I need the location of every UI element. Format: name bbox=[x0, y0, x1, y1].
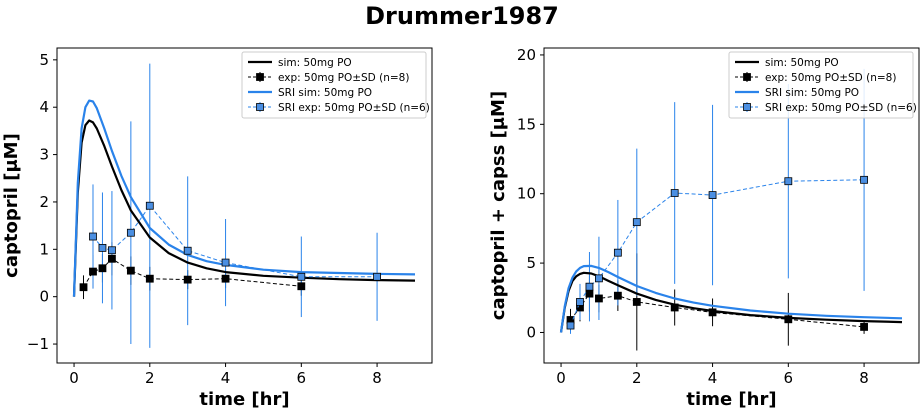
data-point bbox=[784, 315, 793, 324]
data-point bbox=[373, 272, 381, 281]
x-tick-label: 8 bbox=[372, 369, 382, 387]
data-point bbox=[89, 267, 97, 276]
data-point bbox=[183, 246, 192, 255]
legend-label: sim: 50mg PO bbox=[278, 57, 352, 69]
legend-label: exp: 50mg PO±SD (n=8) bbox=[765, 72, 896, 84]
x-tick-label: 2 bbox=[145, 369, 155, 387]
data-point bbox=[632, 218, 641, 227]
x-tick-label: 6 bbox=[784, 369, 794, 387]
x-tick-label: 4 bbox=[221, 369, 231, 387]
legend-marker-swatch bbox=[256, 103, 264, 111]
x-tick-label: 8 bbox=[859, 369, 869, 387]
data-point bbox=[221, 274, 230, 283]
y-tick-label: 4 bbox=[39, 98, 49, 116]
y-tick-label: 2 bbox=[39, 193, 49, 211]
data-point bbox=[613, 291, 622, 300]
series-line bbox=[72, 99, 416, 297]
data-point bbox=[221, 258, 230, 267]
x-tick-label: 0 bbox=[556, 369, 566, 387]
x-tick-label: 2 bbox=[632, 369, 642, 387]
y-axis-label: captopril [μM] bbox=[1, 133, 22, 278]
data-point bbox=[126, 228, 135, 237]
data-point bbox=[566, 321, 575, 330]
y-tick-label: 1 bbox=[39, 240, 49, 258]
data-point bbox=[183, 275, 192, 284]
figure-title: Drummer1987 bbox=[365, 2, 559, 30]
data-point bbox=[297, 272, 306, 281]
data-point bbox=[98, 264, 107, 273]
data-point bbox=[145, 201, 154, 210]
y-tick-label: 10 bbox=[517, 185, 536, 203]
legend-label: exp: 50mg PO±SD (n=8) bbox=[278, 72, 409, 84]
series-dashed-line bbox=[570, 292, 865, 328]
legend-label: SRI sim: 50mg PO bbox=[765, 87, 859, 99]
legend-box bbox=[241, 51, 427, 119]
data-point bbox=[708, 191, 717, 199]
data-point bbox=[145, 274, 154, 283]
y-tick-label: 0 bbox=[39, 288, 49, 306]
axes-frame bbox=[543, 47, 920, 364]
y-tick-label: 5 bbox=[526, 254, 536, 272]
data-point bbox=[585, 282, 594, 291]
data-point bbox=[784, 177, 793, 186]
legend-label: SRI exp: 50mg PO±SD (n=6) bbox=[765, 102, 917, 114]
data-point bbox=[79, 283, 88, 292]
data-point bbox=[297, 282, 306, 291]
y-tick-label: 3 bbox=[39, 146, 49, 164]
data-point bbox=[860, 175, 868, 184]
data-point bbox=[585, 289, 594, 298]
legend: sim: 50mg PO exp: 50mg PO±SD (n=8) SRI sim… bbox=[241, 51, 430, 119]
data-point bbox=[98, 243, 107, 252]
legend-label: SRI exp: 50mg PO±SD (n=6) bbox=[278, 102, 430, 114]
x-tick-label: 0 bbox=[69, 369, 79, 387]
legend-marker-swatch bbox=[743, 103, 751, 111]
data-point bbox=[860, 323, 868, 331]
data-point bbox=[89, 232, 97, 241]
data-point bbox=[708, 308, 717, 317]
data-point bbox=[613, 248, 622, 257]
data-point bbox=[576, 298, 584, 306]
data-point bbox=[108, 254, 116, 263]
axes-frame bbox=[56, 47, 433, 364]
data-point bbox=[670, 189, 679, 197]
x-axis-label: time [hr] bbox=[686, 389, 776, 410]
data-point bbox=[595, 274, 603, 283]
legend-label: sim: 50mg PO bbox=[765, 57, 839, 69]
data-point bbox=[632, 298, 641, 306]
series-line bbox=[559, 264, 903, 333]
x-axis-label: time [hr] bbox=[199, 389, 289, 410]
legend-box bbox=[728, 51, 914, 119]
x-tick-label: 6 bbox=[297, 369, 307, 387]
legend-label: SRI sim: 50mg PO bbox=[278, 87, 372, 99]
chart-2: 0 2 4 6 8 0 5 10 15 20 time [hr] captopril + capss … bbox=[488, 46, 920, 410]
data-point bbox=[108, 246, 116, 255]
y-tick-label: 15 bbox=[517, 115, 536, 133]
data-point bbox=[670, 303, 679, 312]
series-line bbox=[559, 271, 903, 333]
legend: sim: 50mg PO exp: 50mg PO±SD (n=8) SRI sim… bbox=[728, 51, 917, 119]
x-tick-label: 4 bbox=[708, 369, 718, 387]
legend-marker-swatch bbox=[743, 73, 751, 81]
plot-area bbox=[72, 63, 416, 348]
plot-area bbox=[559, 68, 903, 351]
y-tick-label: 0 bbox=[526, 323, 536, 341]
y-axis-label: captopril + capss [μM] bbox=[488, 91, 509, 320]
data-point bbox=[595, 294, 603, 303]
chart-1: 0 2 4 6 8 −1 0 1 2 3 4 5 time [hr] captopril [μM] sim:… bbox=[1, 47, 433, 410]
y-tick-label: 20 bbox=[517, 46, 536, 64]
y-tick-label: −1 bbox=[27, 335, 49, 353]
series-dashed-line bbox=[570, 179, 865, 326]
data-point bbox=[126, 266, 135, 275]
legend-marker-swatch bbox=[256, 73, 264, 81]
series-line bbox=[72, 119, 416, 297]
y-tick-label: 5 bbox=[39, 51, 49, 69]
